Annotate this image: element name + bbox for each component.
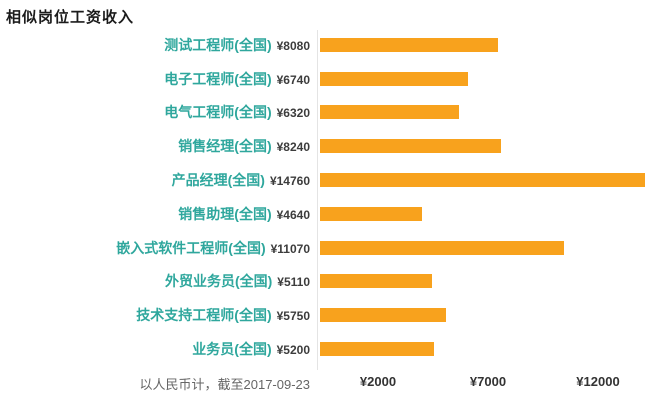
value-label: ¥4640 [276,207,310,222]
category-link[interactable]: 技术支持工程师(全国) [136,307,272,324]
bar [320,173,645,188]
bar [320,105,459,120]
bar [320,342,434,357]
y-axis-line [317,30,318,370]
chart-row: 业务员(全国) ¥5200 [0,332,665,366]
value-label: ¥5200 [276,343,310,358]
x-axis-tick: ¥7000 [469,374,507,389]
value-label: ¥8080 [276,38,310,53]
row-label: 技术支持工程师(全国) ¥5750 [0,305,310,325]
value-label: ¥6740 [276,72,310,87]
bar-track [310,139,665,154]
bar [320,37,498,52]
row-label: 外贸业务员(全国) ¥5110 [0,271,310,291]
row-label: 电子工程师(全国) ¥6740 [0,69,310,89]
category-link[interactable]: 销售助理(全国) [178,205,272,222]
category-link[interactable]: 产品经理(全国) [171,172,265,189]
category-link[interactable]: 电子工程师(全国) [164,70,272,87]
bar-track [310,274,665,289]
bar [320,274,432,289]
x-axis: 以人民币计，截至2017-09-23 ¥2000 ¥7000 ¥12000 [0,372,665,398]
chart-footnote: 以人民币计，截至2017-09-23 [139,377,311,392]
bar-track [310,342,665,357]
category-link[interactable]: 外贸业务员(全国) [164,273,273,290]
bar [320,71,468,86]
bar [320,139,501,154]
category-link[interactable]: 销售经理(全国) [178,138,272,155]
chart-row: 技术支持工程师(全国) ¥5750 [0,298,665,332]
value-label: ¥6320 [276,106,310,121]
chart-row: 外贸业务员(全国) ¥5110 [0,265,665,299]
bar [320,206,422,221]
row-label: 产品经理(全国) ¥14760 [0,170,310,190]
value-label: ¥5110 [277,275,310,290]
x-axis-tick: ¥2000 [359,374,397,389]
chart-title: 相似岗位工资收入 [6,9,135,26]
category-link[interactable]: 电气工程师(全国) [164,104,272,121]
bar [320,240,564,255]
row-label: 嵌入式软件工程师(全国) ¥11070 [0,238,310,258]
row-label: 电气工程师(全国) ¥6320 [0,102,310,122]
value-label: ¥8240 [276,140,310,155]
chart-rows: 测试工程师(全国) ¥8080 电子工程师(全国) ¥6740 电气工程师(全国) ¥… [0,28,665,366]
x-axis-tick: ¥12000 [576,374,620,389]
chart-row: 电气工程师(全国) ¥6320 [0,96,665,130]
category-link[interactable]: 测试工程师(全国) [164,36,272,53]
chart-row: 嵌入式软件工程师(全国) ¥11070 [0,231,665,265]
value-label: ¥5750 [276,309,310,324]
row-label: 测试工程师(全国) ¥8080 [0,35,310,55]
bar-track [310,105,665,120]
category-link[interactable]: 业务员(全国) [192,341,272,358]
bar [320,308,446,323]
bar-track [310,37,665,52]
row-label: 业务员(全国) ¥5200 [0,339,310,359]
bar-track [310,206,665,221]
chart-row: 销售助理(全国) ¥4640 [0,197,665,231]
bar-track [310,240,665,255]
value-label: ¥11070 [270,241,310,256]
bar-track [310,308,665,323]
chart-row: 产品经理(全国) ¥14760 [0,163,665,197]
chart-row: 测试工程师(全国) ¥8080 [0,28,665,62]
row-label: 销售助理(全国) ¥4640 [0,204,310,224]
bar-track [310,71,665,86]
chart-row: 销售经理(全国) ¥8240 [0,129,665,163]
category-link[interactable]: 嵌入式软件工程师(全国) [116,239,266,256]
chart-row: 电子工程师(全国) ¥6740 [0,62,665,96]
bar-track [310,173,665,188]
value-label: ¥14760 [269,174,310,189]
row-label: 销售经理(全国) ¥8240 [0,136,310,156]
